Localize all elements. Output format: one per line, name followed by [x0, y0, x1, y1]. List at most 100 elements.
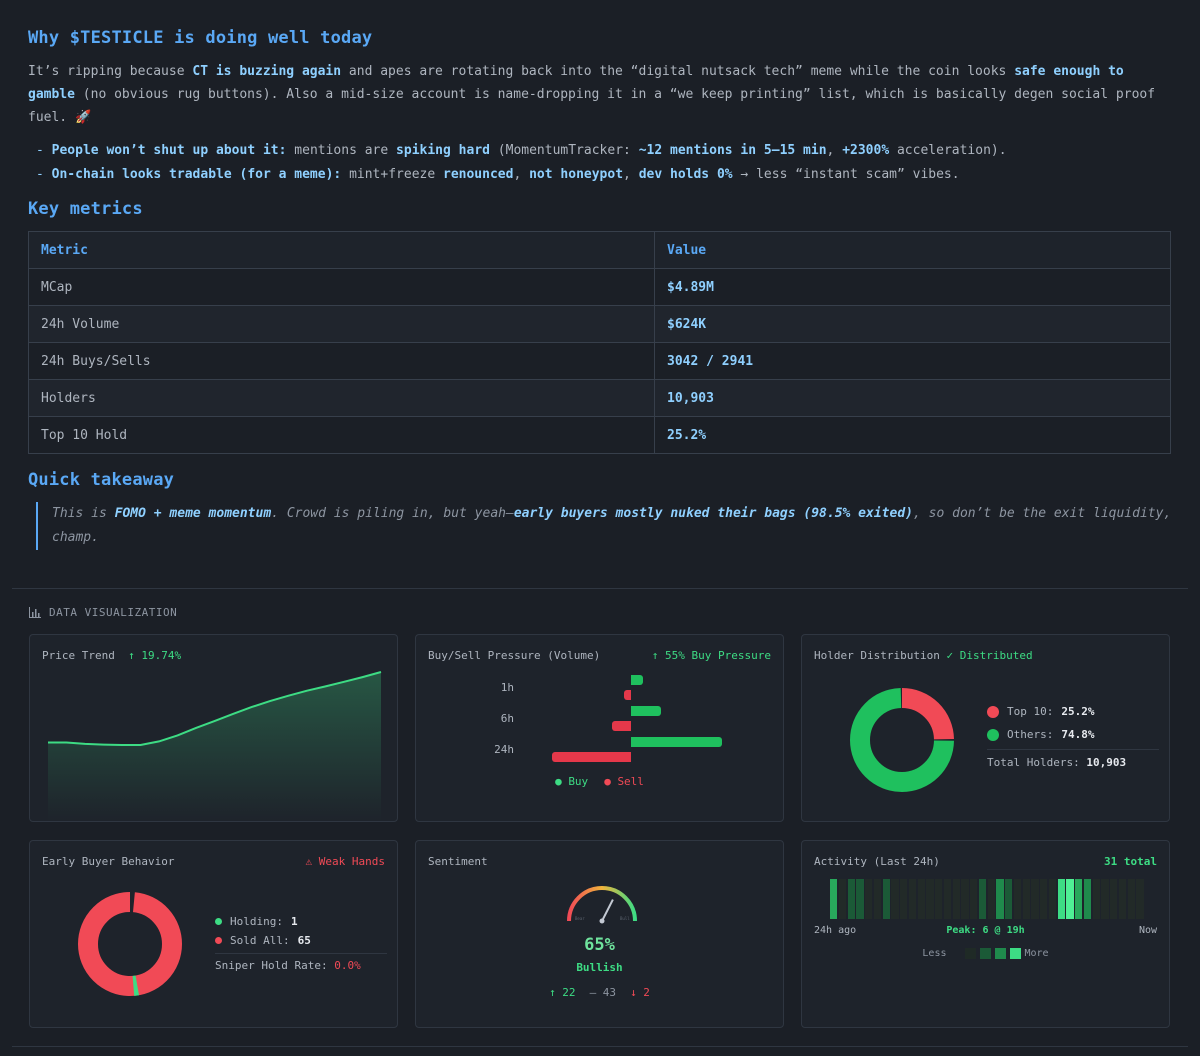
top10-slice	[850, 688, 954, 792]
legend-sell-label: Sell	[617, 775, 644, 788]
weak-hands-badge: ⚠ Weak Hands	[305, 855, 385, 868]
legend-level-3	[1009, 948, 1021, 959]
bullet-text: (MomentumTracker:	[489, 143, 639, 158]
bullish-count: ↑ 22	[549, 986, 576, 999]
card-title: Holder Distribution ✓ Distributed	[814, 649, 1033, 662]
bar-row-label: 24h	[494, 743, 514, 756]
bar-row-label: 1h	[500, 681, 514, 694]
dataviz-label-text: DATA VISUALIZATION	[49, 606, 178, 619]
more-label: More	[1024, 948, 1049, 959]
list-item: On-chain looks tradable (for a meme): mi…	[36, 163, 1172, 187]
metric-value: 10,903	[654, 379, 1171, 417]
sentiment-counts: ↑ 22 — 43 ↓ 2	[416, 986, 783, 999]
gauge-pivot	[599, 918, 605, 924]
sentiment-label: Bullish	[576, 961, 623, 974]
activity-cell	[1075, 879, 1083, 919]
table-row: MCap $4.89M	[28, 268, 1171, 306]
activity-cell	[926, 879, 934, 919]
price-area	[48, 672, 381, 821]
activity-cell	[900, 879, 908, 919]
column-header-metric: Metric	[28, 231, 655, 269]
bar-row-label: 6h	[500, 712, 514, 725]
green-dot-icon	[987, 728, 999, 741]
metric-name: 24h Volume	[28, 305, 655, 343]
table-row: 24h Volume $624K	[28, 305, 1171, 343]
early-buyer-legend: Holding: 1 Sold All: 65 Sniper Hold Rate: …	[215, 915, 387, 972]
activity-peak-label: Peak: 6 @ 19h	[946, 925, 1025, 936]
activity-cell	[1040, 879, 1048, 919]
metric-value: $624K	[654, 305, 1171, 343]
activity-cell	[882, 879, 890, 919]
total-holders-label: Total Holders:	[987, 756, 1080, 769]
activity-cell	[865, 879, 873, 919]
holder-distribution-card: Holder Distribution ✓ Distributed Top 10…	[801, 634, 1170, 822]
buy-sell-legend: ● Buy ● Sell	[416, 775, 783, 788]
early-buyer-card: Early Buyer Behavior ⚠ Weak Hands Holdin…	[29, 840, 398, 1028]
buy-bar	[631, 675, 644, 685]
bullet-highlight: spiking hard	[396, 143, 490, 158]
sentiment-card: Sentiment Bear Bull 65% Bullish ↑ 22 — 4…	[415, 840, 784, 1028]
sentiment-title: Sentiment	[428, 855, 488, 868]
top10-label: Top 10:	[1007, 705, 1054, 718]
sell-bar	[611, 721, 631, 731]
metric-name: Holders	[28, 379, 655, 417]
activity-cell	[1101, 879, 1109, 919]
holder-legend: Top 10: 25.2% Others: 74.8% Total Holders:…	[987, 705, 1159, 769]
activity-cell	[830, 879, 838, 919]
reasons-list: People won’t shut up about it: mentions …	[28, 139, 1172, 187]
activity-cell	[952, 879, 960, 919]
holding-value: 1	[290, 915, 298, 928]
intro-highlight: CT is buzzing again	[192, 64, 342, 79]
holder-dist-title: Holder Distribution	[814, 649, 940, 662]
metric-name: 24h Buys/Sells	[28, 342, 655, 380]
sniper-hold-rate: Sniper Hold Rate: 0.0%	[215, 953, 387, 972]
early-buyer-title: Early Buyer Behavior	[42, 855, 175, 868]
intro-text: (no obvious rug buttons). Also a mid-siz…	[28, 87, 1156, 125]
section-divider	[12, 588, 1188, 589]
quick-takeaway-heading: Quick takeaway	[28, 470, 175, 490]
holder-donut	[849, 687, 955, 793]
bullet-text: mint+freeze	[341, 167, 443, 182]
buy-pressure-badge: ↑ 55% Buy Pressure	[651, 649, 771, 662]
intro-highlight: safe enough to gamble	[28, 64, 1124, 102]
activity-start-label: 24h ago	[814, 925, 857, 936]
metric-name: Top 10 Hold	[28, 416, 655, 454]
list-item: People won’t shut up about it: mentions …	[36, 139, 1172, 163]
distributed-badge: ✓ Distributed	[946, 649, 1033, 662]
activity-title: Activity (Last 24h)	[814, 855, 940, 868]
quote-highlight: FOMO + meme momentum	[114, 506, 272, 521]
activity-cell	[856, 879, 864, 919]
activity-total: 31 total	[1104, 855, 1157, 868]
activity-heatmap	[830, 879, 1145, 919]
activity-cell	[1048, 879, 1057, 919]
sentiment-percent: 65%	[584, 935, 615, 955]
price-trend-title: Price Trend	[42, 649, 115, 662]
legend-sell: ● Sell	[604, 775, 644, 788]
holding-label: Holding:	[230, 915, 283, 928]
dataviz-label: DATA VISUALIZATION	[29, 606, 177, 619]
red-dot-icon	[215, 937, 222, 944]
price-change: ↑ 19.74%	[128, 649, 182, 662]
intro-paragraph: It’s ripping because CT is buzzing again…	[28, 60, 1172, 129]
bullet-text: ,	[826, 143, 843, 158]
activity-cell	[943, 879, 952, 919]
bullet-highlight: +2300%	[842, 143, 890, 158]
sell-bar	[624, 690, 631, 700]
gauge-needle	[601, 899, 614, 922]
bearish-count: ↓ 2	[630, 986, 650, 999]
column-header-value: Value	[654, 231, 1171, 269]
metrics-table: Metric Value MCap $4.89M 24h Volume $624K …	[28, 231, 1171, 454]
quote-text: . Crowd is piling in, but yeah—	[271, 506, 514, 521]
bullet-text: acceleration).	[889, 143, 1007, 158]
activity-cell	[970, 879, 978, 919]
bullet-lead: On-chain looks tradable (for a meme):	[51, 167, 342, 182]
bullet-highlight: dev holds 0%	[638, 167, 733, 182]
activity-cell	[891, 879, 899, 919]
legend-level-2	[994, 948, 1006, 959]
legend-buy: ● Buy	[555, 775, 589, 788]
analysis-section: Why $TESTICLE is doing well today It’s r…	[0, 0, 1200, 550]
gauge-bull-label: Bull	[620, 916, 630, 921]
activity-card: Activity (Last 24h) 31 total 24h ago Pea…	[801, 840, 1170, 1028]
bullet-highlight: not honeypot	[529, 167, 624, 182]
metric-value: 3042 / 2941	[654, 342, 1171, 380]
